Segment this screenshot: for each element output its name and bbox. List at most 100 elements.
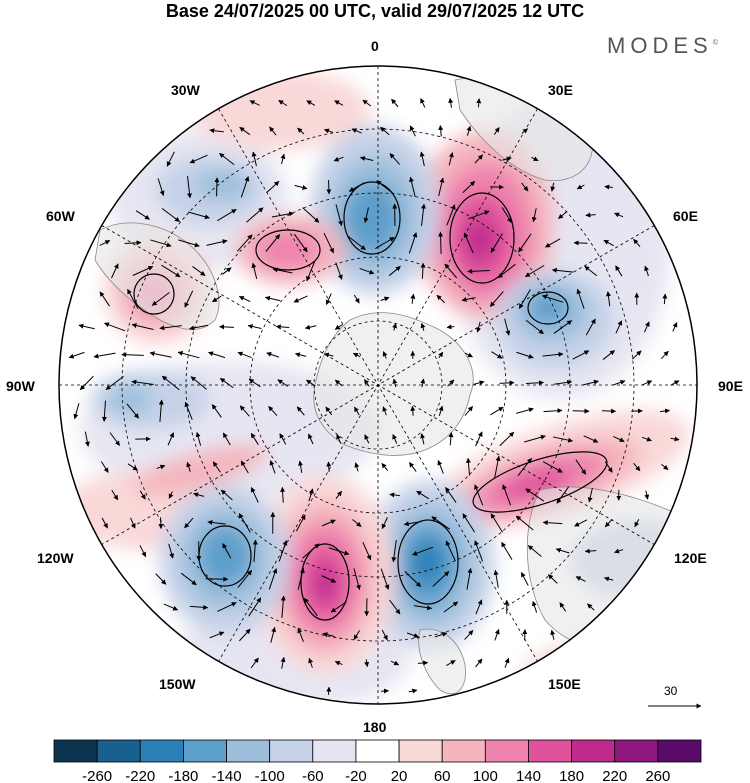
wind-vector xyxy=(604,184,613,190)
wind-vector xyxy=(304,324,317,330)
wind-vector xyxy=(212,461,221,473)
wind-vector xyxy=(240,176,250,198)
wind-vector xyxy=(322,519,336,527)
wind-vector xyxy=(585,318,596,336)
wind-vector xyxy=(524,264,545,278)
wind-vector xyxy=(280,153,286,164)
wind-vector xyxy=(323,352,334,358)
wind-vector xyxy=(406,632,419,638)
wind-vector xyxy=(515,515,534,531)
wind-vector xyxy=(265,234,281,252)
wind-vector xyxy=(209,128,224,134)
brand-copyright-mark: © xyxy=(712,39,718,47)
wind-vector xyxy=(178,239,200,248)
colorbar-tick-label: 20 xyxy=(391,768,408,783)
wind-vector xyxy=(238,513,251,533)
longitude-label-180: 180 xyxy=(363,719,387,735)
wind-vector xyxy=(604,461,613,473)
wind-vector xyxy=(127,463,139,471)
colorbar-tick-label: -20 xyxy=(345,768,367,783)
wind-vector xyxy=(404,571,422,587)
wind-vector xyxy=(408,688,418,694)
longitude-label-30w: 30W xyxy=(171,82,200,98)
colorbar-tick-label: 60 xyxy=(434,768,451,783)
wind-vector xyxy=(490,233,503,253)
wind-vector xyxy=(445,540,456,562)
wind-vector xyxy=(391,540,397,563)
wind-vector xyxy=(494,455,501,478)
wind-vector xyxy=(520,571,529,586)
wind-vector xyxy=(68,351,85,359)
wind-vector xyxy=(208,351,226,359)
wind-vector xyxy=(184,517,194,529)
colorbar-tick-label: 180 xyxy=(559,768,584,783)
colorbar-boxes xyxy=(53,739,702,763)
wind-vector xyxy=(353,406,360,416)
wind-vector xyxy=(389,599,401,615)
wind-vector xyxy=(321,575,337,583)
wind-vector xyxy=(252,539,258,563)
wind-vector xyxy=(269,460,276,474)
wind-vector xyxy=(353,568,361,591)
wind-vector xyxy=(325,293,332,306)
wind-vector xyxy=(555,547,570,554)
wind-vector xyxy=(251,151,257,167)
wind-vector xyxy=(660,350,669,360)
wind-vector xyxy=(207,519,226,525)
wind-vector xyxy=(521,182,529,192)
wind-vector xyxy=(420,262,426,279)
wind-vector xyxy=(375,236,395,250)
wind-vector xyxy=(391,98,399,108)
colorbar-tick-label: 140 xyxy=(516,768,541,783)
wind-vector xyxy=(438,125,444,137)
wind-vector xyxy=(542,351,564,357)
colorbar-tick-label: 260 xyxy=(645,768,670,783)
wind-vector xyxy=(206,239,228,246)
wind-vector xyxy=(448,432,454,446)
wind-vector xyxy=(217,602,237,612)
wind-vector xyxy=(335,490,343,500)
map-border xyxy=(58,65,698,705)
colorbar-box xyxy=(226,739,271,763)
wind-vector xyxy=(466,125,472,136)
wind-vector xyxy=(190,376,207,390)
wind-vector xyxy=(552,436,574,443)
wind-vector xyxy=(518,289,531,309)
colorbar-tick-label: 220 xyxy=(602,768,627,783)
wind-vector xyxy=(614,548,624,554)
wind-vector xyxy=(293,295,308,303)
colorbar-box xyxy=(657,739,702,763)
wind-vector xyxy=(163,603,179,611)
wind-vector xyxy=(155,573,167,585)
wind-vector xyxy=(326,686,332,695)
wind-vector xyxy=(573,240,588,246)
wind-vector xyxy=(272,267,293,274)
longitude-label-120e: 120E xyxy=(674,550,707,566)
wind-vector xyxy=(575,576,586,582)
longitude-label-0: 0 xyxy=(371,38,379,54)
wind-vector xyxy=(184,290,194,308)
wind-vector xyxy=(359,156,374,162)
wind-vector xyxy=(633,238,641,248)
wind-vector xyxy=(420,98,426,108)
longitude-label-150e: 150E xyxy=(548,676,581,692)
wind-vector xyxy=(101,517,108,529)
wind-vector xyxy=(189,604,209,610)
wind-vector xyxy=(278,99,288,107)
wind-vector xyxy=(328,547,350,556)
wind-vector xyxy=(250,657,259,669)
map-title: Base 24/07/2025 00 UTC, valid 29/07/2025… xyxy=(165,1,585,21)
wind-vector xyxy=(502,484,512,506)
wind-vector xyxy=(461,297,476,302)
colorbar-box xyxy=(269,739,314,763)
wind-vector xyxy=(219,324,235,330)
wind-vector xyxy=(156,464,166,470)
wind-vector xyxy=(420,378,426,388)
wind-vector xyxy=(99,291,111,307)
wind-vector xyxy=(330,601,347,613)
wind-vector xyxy=(504,657,510,668)
wind-vector xyxy=(239,628,251,642)
wind-vector xyxy=(322,632,335,638)
wind-vector xyxy=(659,408,671,414)
